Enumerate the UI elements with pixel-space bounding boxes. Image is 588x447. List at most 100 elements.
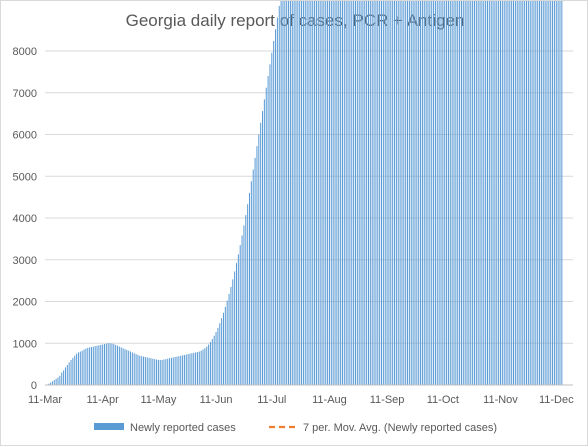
bar (485, 1, 486, 385)
bar (182, 355, 183, 385)
bar (480, 1, 481, 385)
bar (203, 350, 204, 385)
bar (74, 356, 75, 385)
bar (532, 1, 533, 385)
bar (476, 1, 477, 385)
bar (323, 1, 324, 385)
bar (446, 1, 447, 385)
x-tick-label: 11-May (140, 394, 176, 406)
bar (158, 360, 159, 385)
bar (256, 146, 257, 385)
bar (450, 1, 451, 385)
bar (379, 1, 380, 385)
y-tick-label: 5000 (13, 171, 37, 183)
bar (305, 1, 306, 385)
bar (89, 347, 90, 385)
bar (268, 76, 269, 385)
bar (106, 344, 107, 385)
bar (467, 1, 468, 385)
bar (301, 1, 302, 385)
bar (374, 1, 375, 385)
bar (314, 1, 315, 385)
bar (137, 355, 138, 385)
bar (136, 354, 137, 385)
bar (418, 1, 419, 385)
bar (230, 287, 231, 385)
bar (431, 1, 432, 385)
bar (156, 360, 157, 385)
bar (143, 357, 144, 385)
bar (400, 1, 401, 385)
bar (219, 323, 220, 385)
bar (444, 1, 445, 385)
bar (236, 263, 237, 385)
bar (556, 1, 557, 385)
bar (546, 1, 547, 385)
bar (225, 307, 226, 385)
bar (119, 347, 120, 385)
bar (97, 346, 98, 385)
x-tick-label: 11-Oct (427, 394, 459, 406)
x-tick-label: 11-Aug (312, 394, 347, 406)
bar (383, 1, 384, 385)
x-tick-label: 11-Jun (200, 394, 233, 406)
bar (273, 41, 274, 385)
bar (335, 1, 336, 385)
bar (115, 345, 116, 385)
bar (511, 1, 512, 385)
bar (526, 1, 527, 385)
bar (498, 1, 499, 385)
bar (429, 1, 430, 385)
bar (353, 1, 354, 385)
bar (190, 354, 191, 385)
bar (519, 1, 520, 385)
bar (394, 1, 395, 385)
bar (338, 1, 339, 385)
bar (104, 344, 105, 385)
bar (407, 1, 408, 385)
bar (229, 294, 230, 385)
bar (269, 64, 270, 385)
bar (243, 226, 244, 385)
bar (414, 1, 415, 385)
bar (401, 1, 402, 385)
bar (255, 158, 256, 385)
bar (459, 1, 460, 385)
bar (513, 1, 514, 385)
bar (422, 1, 423, 385)
bar (329, 1, 330, 385)
bar (535, 1, 536, 385)
bar (439, 1, 440, 385)
bar (348, 1, 349, 385)
bar (279, 6, 280, 385)
bar (249, 193, 250, 385)
x-tick-label: 11-Apr (87, 394, 120, 406)
bar (260, 123, 261, 385)
bar (545, 1, 546, 385)
bar (139, 356, 140, 385)
bar (141, 356, 142, 385)
bar (145, 357, 146, 385)
bar (240, 245, 241, 385)
bar (93, 347, 94, 385)
bar (494, 1, 495, 385)
bar (173, 357, 174, 385)
bar (308, 1, 309, 385)
bar (370, 1, 371, 385)
bar (56, 379, 57, 385)
bar (91, 347, 92, 385)
y-tick-label: 0 (31, 380, 37, 392)
bar (520, 1, 521, 385)
bar (238, 254, 239, 385)
bar (548, 1, 549, 385)
bar (204, 348, 205, 385)
bar (212, 339, 213, 385)
bar (184, 355, 185, 385)
bar (533, 1, 534, 385)
bar (344, 1, 345, 385)
bar (554, 1, 555, 385)
bar (509, 1, 510, 385)
bar (303, 1, 304, 385)
bar (277, 18, 278, 385)
bar (528, 1, 529, 385)
